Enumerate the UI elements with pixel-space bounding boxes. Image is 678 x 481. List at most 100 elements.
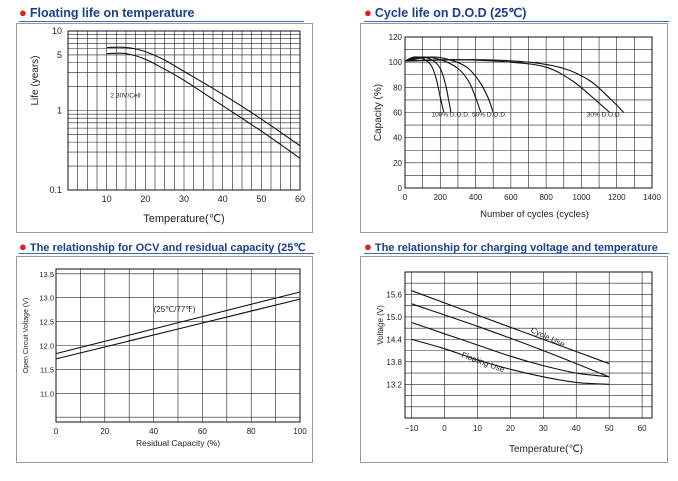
floating-xtick-label: 60 [295,194,305,204]
ocv-xtick-label: 100 [293,427,307,436]
cycle-series-line [404,56,494,113]
ocv-ytick-label: 13.5 [39,270,54,279]
floating-ytick-label: 0.1 [49,185,62,195]
charging-ylabel: Voltage (V) [376,305,385,345]
ocv-xtick-label: 40 [149,427,158,436]
charging-title-text: The relationship for charging voltage an… [374,242,658,254]
cycle-xlabel: Number of cycles (cycles) [480,209,589,220]
charging-ytick-label: 14.4 [386,335,402,344]
charging-title-underline [364,253,669,254]
charging-series-line [411,290,610,365]
charging-xtick-label: 50 [605,424,614,433]
floating-series-line [106,46,301,147]
ocv-title: ● The relationship for OCV and residual c… [19,239,306,254]
charging-annotation: Cycle Use [529,326,566,350]
cycle-series-line [404,56,452,113]
cycle-title-underline [364,21,669,22]
cycle-ytick-label: 20 [393,159,402,168]
floating-life-title-text: Floating life on temperature [29,6,195,20]
ocv-title-text: The relationship for OCV and residual ca… [29,242,306,254]
cycle-ytick-label: 0 [398,184,403,193]
charging-ytick-label: 13.2 [386,380,402,389]
floating-ytick-label: 10 [52,26,62,36]
cycle-xtick-label: 800 [539,193,553,202]
ocv-series-line [55,298,301,360]
cycle-life-title: ● Cycle life on D.O.D (25℃) [364,5,526,20]
ocv-xtick-label: 0 [54,427,59,436]
floating-ylabel: Life (years) [30,55,41,105]
charging-xtick-label: 10 [473,424,482,433]
charging-annotation: Floating Use [460,350,506,374]
cycle-ytick-label: 80 [393,83,402,92]
cycle-ytick-label: 40 [393,134,402,143]
cycle-xtick-label: 0 [403,193,408,202]
charging-ytick-label: 15.0 [386,313,402,322]
floating-xlabel: Temperature(℃) [143,213,224,225]
floating-xtick-label: 20 [140,194,150,204]
floating-ytick-label: 5 [57,50,62,60]
cycle-xtick-label: 1400 [643,193,661,202]
charging-series-line [411,338,610,385]
charging-xtick-label: 30 [539,424,548,433]
charging-series-line [411,303,610,378]
ocv-xtick-label: 20 [100,427,109,436]
cycle-series-line [404,56,445,113]
cycle-series-line [404,56,482,113]
charging-xtick-label: −10 [405,424,419,433]
floating-life-title: ● Floating life on temperature [19,5,194,20]
cycle-ytick-label: 60 [393,109,402,118]
bullet-icon: ● [19,239,27,254]
floating-plot-border [67,30,301,191]
charging-xtick-label: 20 [506,424,515,433]
charging-xlabel: Temperature(℃) [509,444,583,455]
cycle-xtick-label: 1200 [608,193,626,202]
floating-xtick-label: 50 [256,194,266,204]
bullet-icon: ● [364,5,372,20]
cycle-annotation: 50% D.O.D. [472,111,507,118]
charging-ytick-label: 13.8 [386,358,402,367]
ocv-ytick-label: 13.0 [39,294,54,303]
ocv-ytick-label: 11.5 [40,365,54,374]
ocv-title-underline [19,253,314,254]
charging-plot-border [404,271,653,419]
cycle-annotation: 100% D.O.D. [431,111,469,118]
ocv-plot-border [55,268,301,423]
cycle-xtick-label: 1000 [573,193,591,202]
cycle-series-line [404,59,611,113]
cycle-ylabel: Capacity (%) [373,84,384,141]
ocv-series-line [55,291,301,355]
floating-xtick-label: 10 [102,194,112,204]
floating-xtick-label: 30 [179,194,189,204]
cycle-ytick-label: 100 [389,58,403,67]
cycle-xtick-label: 200 [434,193,448,202]
cycle-xtick-label: 600 [504,193,518,202]
ocv-panel [16,256,313,463]
ocv-ytick-label: 12.0 [39,342,54,351]
ocv-ytick-label: 12.5 [39,318,54,327]
ocv-xlabel: Residual Capacity (%) [136,438,220,448]
ocv-xtick-label: 80 [247,427,256,436]
cycle-plot-border [404,36,653,189]
charging-xtick-label: 40 [572,424,581,433]
cycle-xtick-label: 400 [469,193,483,202]
cycle-ytick-label: 120 [389,33,403,42]
ocv-xtick-label: 60 [198,427,207,436]
cycle-annotation: 30% D.O.D. [587,111,622,118]
bullet-icon: ● [19,5,27,20]
charging-series-line [411,321,610,378]
floating-series-line [106,52,301,159]
floating-xtick-label: 40 [218,194,228,204]
floating-annotation: 2.30V/Cell [111,93,142,100]
charging-xtick-label: 0 [442,424,447,433]
charging-title: ● The relationship for charging voltage a… [364,239,658,254]
cycle-series-line [404,59,625,113]
bullet-icon: ● [364,239,372,254]
floating-title-underline [19,21,304,22]
charging-xtick-label: 60 [638,424,647,433]
ocv-ylabel: Open Circuit Voltage (V) [23,298,30,373]
floating-ytick-label: 1 [57,106,62,116]
ocv-annotation: (25℃/77℉) [154,305,196,314]
cycle-life-title-text: Cycle life on D.O.D (25℃) [374,6,527,20]
charging-ytick-label: 15.6 [386,290,402,299]
